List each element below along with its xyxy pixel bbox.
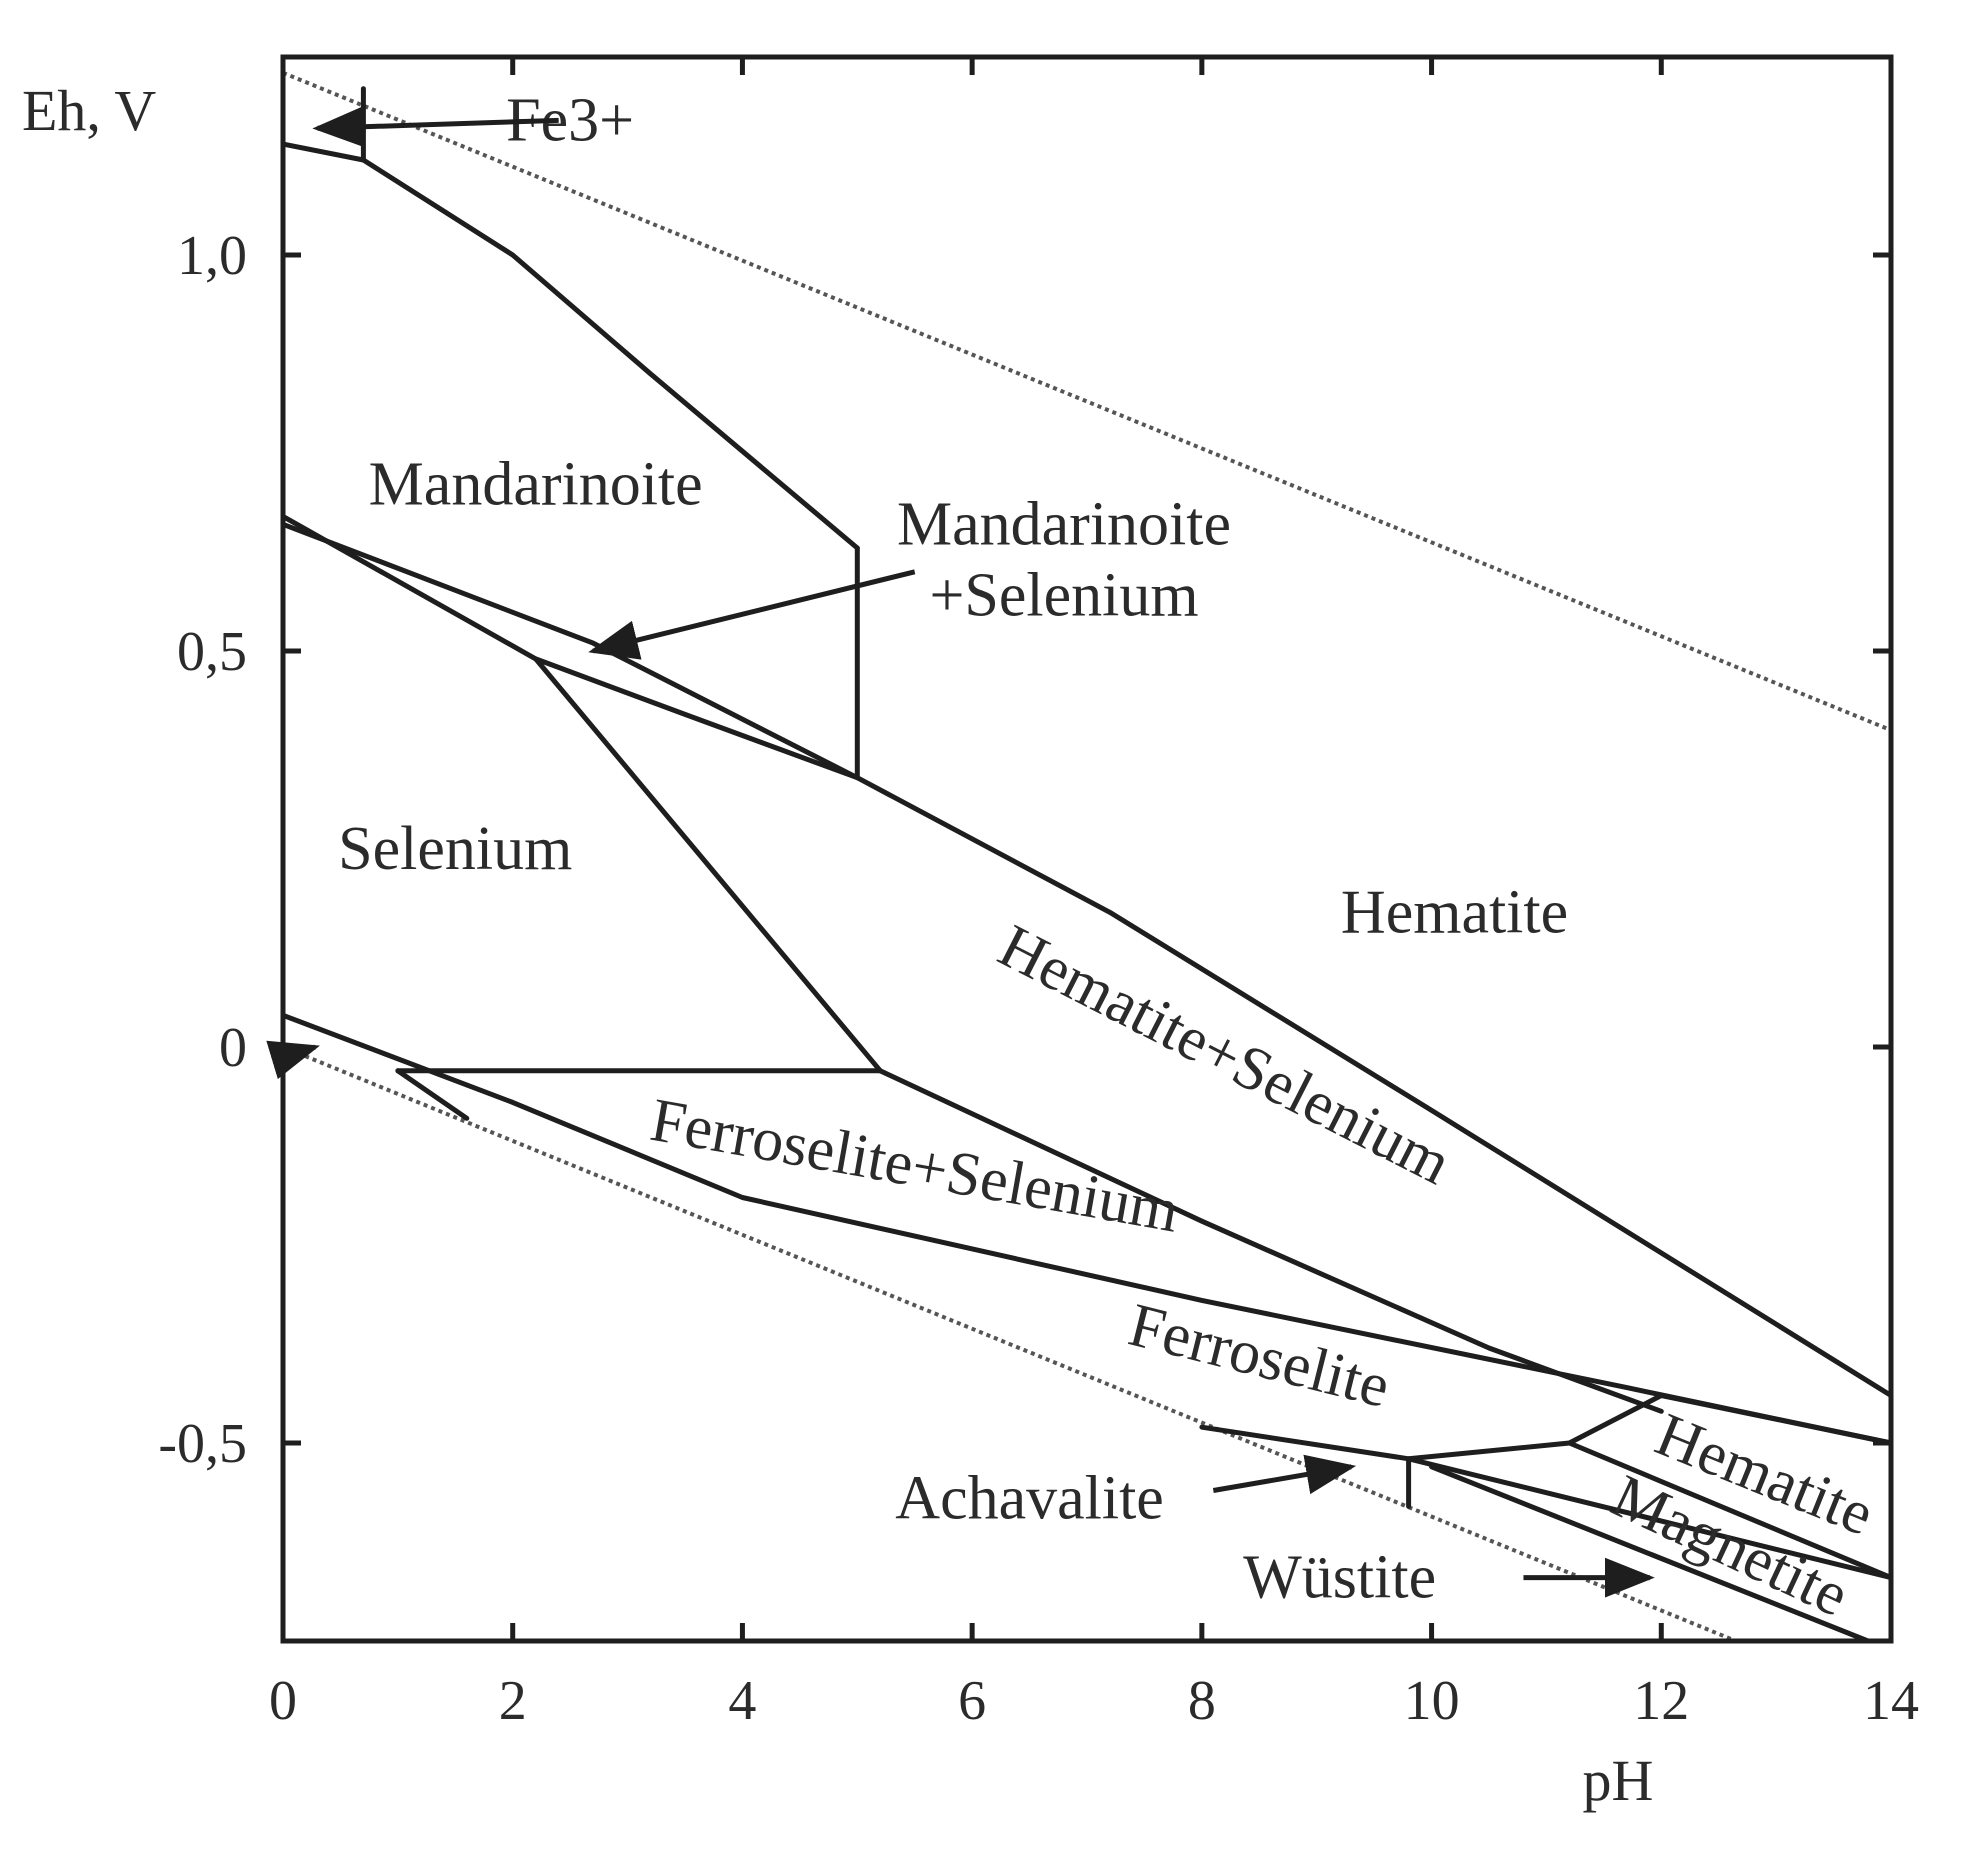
plot-frame — [280, 54, 1894, 1644]
leader-arrow — [266, 1040, 320, 1080]
x-tick-label: 10 — [1404, 1670, 1460, 1732]
phase-boundary-line — [533, 656, 883, 1074]
x-tick-label: 2 — [499, 1670, 527, 1732]
region-label: Mandarinoite — [369, 451, 703, 519]
y-tick-label: 1,0 — [177, 225, 247, 287]
region-label: Hematite — [1341, 878, 1568, 946]
region-label: Selenium — [338, 815, 572, 883]
leader-arrow — [588, 569, 916, 660]
x-tick-label: 12 — [1633, 1670, 1689, 1732]
phase-boundary-line — [1406, 1393, 1664, 1462]
region-label: Wüstite — [1243, 1544, 1436, 1612]
water-stability-line — [283, 1045, 1742, 1641]
region-label: Achavalite — [895, 1464, 1164, 1532]
phase-boundary-line — [877, 1068, 1664, 1414]
x-tick-label: 4 — [728, 1670, 756, 1732]
y-axis-label: Eh, V — [22, 78, 156, 143]
leader-arrow — [1212, 1454, 1357, 1495]
region-label: +Selenium — [929, 562, 1198, 630]
phase-boundary-line — [1429, 1464, 1871, 1644]
x-tick-label: 14 — [1863, 1670, 1919, 1732]
phase-boundary-line — [1566, 1440, 1894, 1581]
x-tick-label: 8 — [1188, 1670, 1216, 1732]
phase-boundary-line — [1658, 1393, 1894, 1446]
region-label: Mandarinoite — [897, 490, 1231, 558]
phase-boundary-line — [395, 1068, 470, 1121]
phase-boundary-line — [1199, 1424, 1894, 1581]
phase-boundary-line — [280, 141, 860, 551]
water-stability-line — [283, 70, 1891, 733]
y-tick-label: 0 — [219, 1017, 247, 1079]
x-axis-label: pH — [1583, 1748, 1654, 1813]
leader-arrow — [312, 106, 559, 147]
x-tick-label: 6 — [958, 1670, 986, 1732]
x-tick-label: 0 — [269, 1670, 297, 1732]
y-tick-label: -0,5 — [158, 1413, 247, 1475]
y-tick-label: 0,5 — [177, 621, 247, 683]
region-label: Ferroselite+Selenium — [646, 1086, 1184, 1246]
